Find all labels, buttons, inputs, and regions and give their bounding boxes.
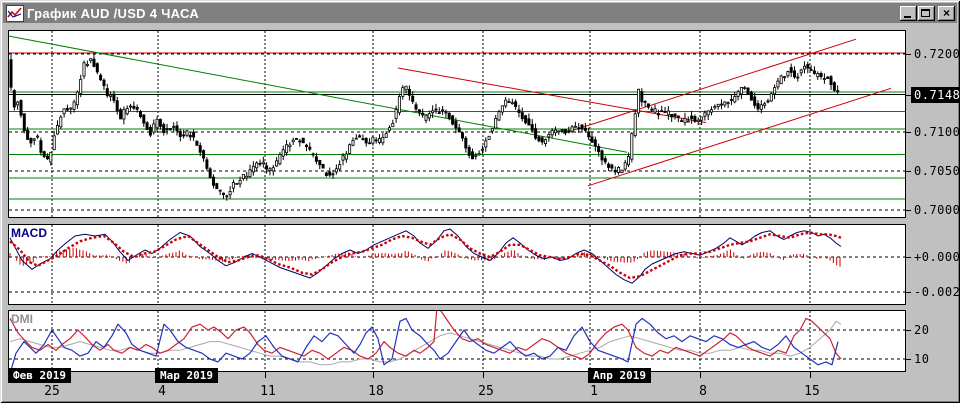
price-chart-panel[interactable]	[8, 30, 906, 218]
macd-panel[interactable]	[8, 224, 906, 305]
axis-tick	[700, 372, 701, 378]
week-label: 11	[260, 384, 276, 399]
week-label: 25	[44, 384, 60, 399]
axis-tick	[483, 372, 484, 378]
macd-indicator-label: MACD	[11, 226, 47, 240]
month-badge: Мар 2019	[155, 368, 218, 383]
week-label: 25	[478, 384, 494, 399]
month-badge: Апр 2019	[588, 368, 651, 383]
window-titlebar[interactable]: График AUD /USD 4 ЧАСА ×	[3, 3, 957, 23]
week-label: 8	[699, 384, 707, 399]
week-label: 18	[368, 384, 384, 399]
maximize-icon	[921, 8, 930, 17]
axis-tick	[810, 372, 811, 378]
week-label: 4	[158, 384, 166, 399]
axis-tick	[265, 372, 266, 378]
dmi-indicator-label: DMI	[11, 312, 33, 326]
close-button[interactable]: ×	[938, 5, 955, 21]
minimize-icon	[904, 15, 911, 18]
window-title: График AUD /USD 4 ЧАСА	[27, 5, 200, 21]
month-badge: Фев 2019	[8, 368, 71, 383]
minimize-button[interactable]	[900, 5, 917, 21]
maximize-button[interactable]	[918, 5, 935, 21]
chart-app-icon[interactable]	[6, 4, 24, 22]
week-label: 15	[804, 384, 820, 399]
close-icon: ×	[942, 6, 950, 20]
axis-tick	[373, 372, 374, 378]
dmi-panel[interactable]	[8, 310, 906, 372]
week-label: 1	[590, 384, 598, 399]
